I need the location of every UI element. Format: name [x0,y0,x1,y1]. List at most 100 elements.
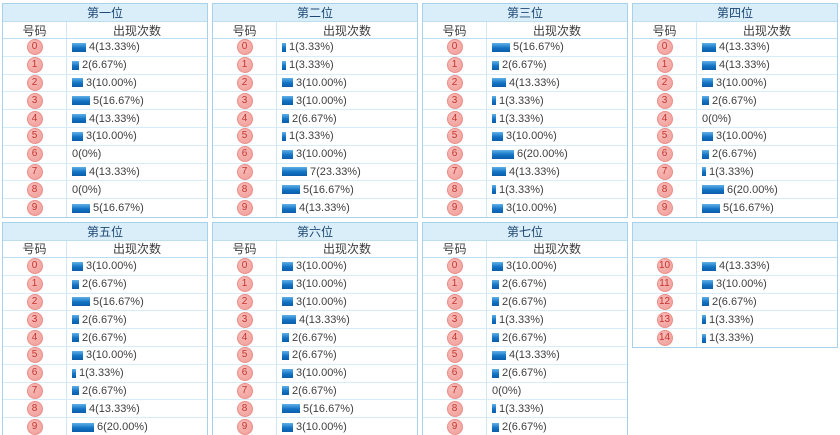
count-cell: 2(6.67%) [487,57,627,74]
number-cell: 7 [3,382,67,400]
frequency-bar [282,131,286,141]
count-column-header: 出现次数 [112,242,161,257]
table-row: 6 2(6.67%) [633,145,837,164]
table-row: 1 4(13.33%) [633,56,837,75]
number-cell: 6 [633,145,697,163]
table-title [633,222,837,241]
number-badge: 8 [26,400,43,417]
count-cell: 4(13.33%) [277,199,417,217]
number-badge: 5 [236,347,253,364]
table-title: 第三位 [423,4,627,22]
frequency-bar [282,203,296,213]
count-cell: 2(6.67%) [67,329,207,346]
frequency-bar [702,203,720,213]
count-label: 4(13.33%) [299,313,350,326]
table-row: 14 1(3.33%) [633,329,837,347]
count-cell: 3(10.00%) [277,258,417,275]
count-label: 5(16.67%) [723,202,774,215]
number-cell: 0 [213,39,277,56]
number-cell: 6 [3,364,67,382]
number-badge: 3 [26,311,43,328]
table-row: 0 4(13.33%) [633,39,837,57]
table-row: 5 3(10.00%) [633,127,837,146]
table-row: 5 3(10.00%) [423,127,627,146]
count-label: 3(10.00%) [296,278,347,291]
frequency-bar [72,203,90,213]
number-badge: 0 [26,39,43,56]
number-column-header: 号码 [633,22,697,38]
table-row: 9 4(13.33%) [213,199,417,217]
table-row: 8 1(3.33%) [423,400,627,419]
table-row: 2 2(6.67%) [423,293,627,312]
number-cell: 0 [423,257,487,275]
number-cell: 7 [3,163,67,181]
frequency-bar [72,96,90,106]
number-badge: 7 [26,382,43,399]
table-row: 0 1(3.33%) [213,39,417,57]
count-cell: 1(3.33%) [487,311,627,328]
number-badge: 9 [446,200,463,217]
count-cell: 4(13.33%) [277,311,417,328]
count-cell: 0(0%) [697,110,837,127]
number-cell: 3 [633,92,697,110]
count-label: 3(10.00%) [506,202,557,215]
number-cell: 7 [423,382,487,400]
number-badge: 2 [236,74,253,91]
count-cell: 3(10.00%) [277,146,417,163]
position-table: 第六位 号码 出现次数 0 3(10.00%) 1 3(10.00%) 2 3(10.00%) 3… [212,221,418,435]
table-row: 4 2(6.67%) [423,329,627,347]
number-cell: 0 [423,39,487,56]
number-cell: 14 [633,329,697,347]
table-title: 第二位 [213,4,417,22]
table-row: 4 4(13.33%) [3,110,207,128]
count-cell: 1(3.33%) [277,57,417,74]
number-column-header: 号码 [213,22,277,38]
count-cell: 2(6.67%) [67,383,207,400]
count-cell: 2(6.67%) [277,383,417,400]
table-row: 6 2(6.67%) [423,364,627,383]
frequency-bar [492,131,503,141]
count-label: 3(10.00%) [716,130,767,143]
table-row: 2 4(13.33%) [423,74,627,93]
frequency-bar [492,333,499,343]
number-badge: 12 [656,293,673,310]
number-badge: 5 [656,128,673,145]
number-column-header: 号码 [423,240,487,257]
number-badge: 8 [656,181,673,198]
number-cell: 11 [633,275,697,293]
table-row: 10 4(13.33%) [633,257,837,276]
number-cell: 3 [3,311,67,329]
number-column-header: 号码 [3,240,67,257]
number-badge: 1 [236,57,253,74]
count-label: 3(10.00%) [296,94,347,107]
number-badge: 6 [446,365,463,382]
frequency-bar [282,279,293,289]
frequency-bar [492,185,496,195]
table-row: 1 2(6.67%) [423,56,627,75]
count-cell: 3(10.00%) [67,347,207,364]
number-badge: 3 [236,92,253,109]
frequency-bar [72,404,86,414]
table-row: 0 3(10.00%) [423,257,627,276]
count-cell: 2(6.67%) [277,110,417,127]
number-cell: 6 [213,145,277,163]
frequency-bar [702,131,713,141]
count-label: 4(13.33%) [89,41,140,54]
count-label: 1(3.33%) [709,313,754,326]
count-label: 3(10.00%) [296,76,347,89]
count-label: 1(3.33%) [289,59,334,72]
frequency-bar [72,333,79,343]
frequency-bar [72,60,79,70]
count-cell: 5(16.67%) [67,199,207,217]
count-label: 5(16.67%) [513,41,564,54]
frequency-bar [702,96,709,106]
count-label: 1(3.33%) [709,332,754,345]
table-header-row: 号码 出现次数 [633,22,837,39]
frequency-bar [282,386,289,396]
count-cell: 5(16.67%) [277,400,417,417]
count-label: 1(3.33%) [289,41,334,54]
count-label: 2(6.67%) [712,148,757,161]
count-label: 4(13.33%) [509,349,560,362]
table-row: 4 2(6.67%) [213,329,417,347]
